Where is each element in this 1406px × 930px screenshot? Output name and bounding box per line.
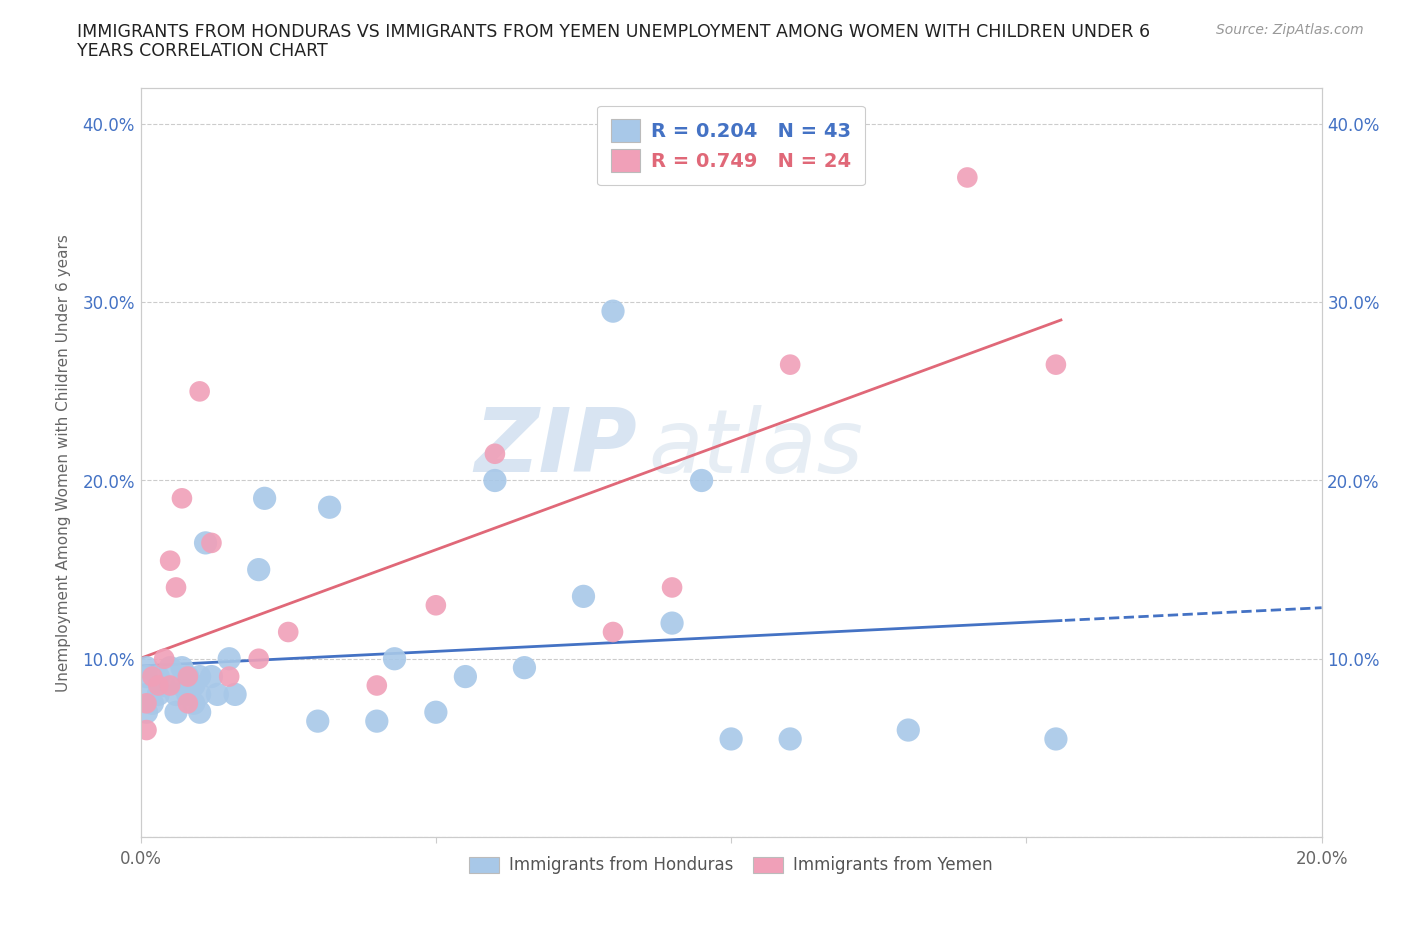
Point <box>384 651 406 666</box>
Text: ZIP: ZIP <box>474 405 637 491</box>
Point <box>165 687 187 702</box>
Point <box>200 670 222 684</box>
Point <box>602 625 624 640</box>
Point <box>177 687 200 702</box>
Point <box>1045 357 1067 372</box>
Point <box>318 499 340 514</box>
Point <box>690 473 713 488</box>
Legend: Immigrants from Honduras, Immigrants from Yemen: Immigrants from Honduras, Immigrants fro… <box>463 850 1000 881</box>
Point <box>218 651 240 666</box>
Point <box>170 491 193 506</box>
Point <box>200 536 222 551</box>
Point <box>484 473 506 488</box>
Point <box>956 170 979 185</box>
Point <box>135 670 157 684</box>
Point <box>135 660 157 675</box>
Point <box>148 678 170 693</box>
Point <box>366 713 388 728</box>
Point <box>135 723 157 737</box>
Point <box>247 562 270 577</box>
Point <box>366 678 388 693</box>
Point <box>165 705 187 720</box>
Point <box>572 589 595 604</box>
Text: IMMIGRANTS FROM HONDURAS VS IMMIGRANTS FROM YEMEN UNEMPLOYMENT AMONG WOMEN WITH : IMMIGRANTS FROM HONDURAS VS IMMIGRANTS F… <box>77 23 1150 41</box>
Point <box>779 357 801 372</box>
Point <box>224 687 246 702</box>
Point <box>159 553 181 568</box>
Text: YEARS CORRELATION CHART: YEARS CORRELATION CHART <box>77 42 328 60</box>
Point <box>1045 732 1067 747</box>
Point <box>307 713 329 728</box>
Point <box>253 491 276 506</box>
Point <box>153 651 176 666</box>
Point <box>177 670 200 684</box>
Point <box>188 687 211 702</box>
Point <box>425 598 447 613</box>
Point <box>183 696 205 711</box>
Point <box>188 670 211 684</box>
Point <box>148 670 170 684</box>
Point <box>425 705 447 720</box>
Point <box>720 732 742 747</box>
Point <box>159 678 181 693</box>
Point <box>277 625 299 640</box>
Point <box>141 696 163 711</box>
Y-axis label: Unemployment Among Women with Children Under 6 years: Unemployment Among Women with Children U… <box>56 233 72 692</box>
Text: Source: ZipAtlas.com: Source: ZipAtlas.com <box>1216 23 1364 37</box>
Point <box>135 687 157 702</box>
Point <box>153 678 176 693</box>
Text: atlas: atlas <box>648 405 863 491</box>
Point <box>135 705 157 720</box>
Point <box>177 670 200 684</box>
Point <box>779 732 801 747</box>
Point <box>602 304 624 319</box>
Point <box>218 670 240 684</box>
Point <box>165 580 187 595</box>
Point <box>177 696 200 711</box>
Point <box>170 660 193 675</box>
Point <box>148 687 170 702</box>
Point <box>135 696 157 711</box>
Point <box>661 616 683 631</box>
Point <box>183 678 205 693</box>
Point <box>513 660 536 675</box>
Point <box>188 705 211 720</box>
Point <box>188 384 211 399</box>
Point <box>484 446 506 461</box>
Point <box>159 660 181 675</box>
Point <box>454 670 477 684</box>
Point <box>170 678 193 693</box>
Point <box>141 670 163 684</box>
Point <box>661 580 683 595</box>
Point <box>247 651 270 666</box>
Point <box>897 723 920 737</box>
Point <box>194 536 217 551</box>
Point <box>207 687 229 702</box>
